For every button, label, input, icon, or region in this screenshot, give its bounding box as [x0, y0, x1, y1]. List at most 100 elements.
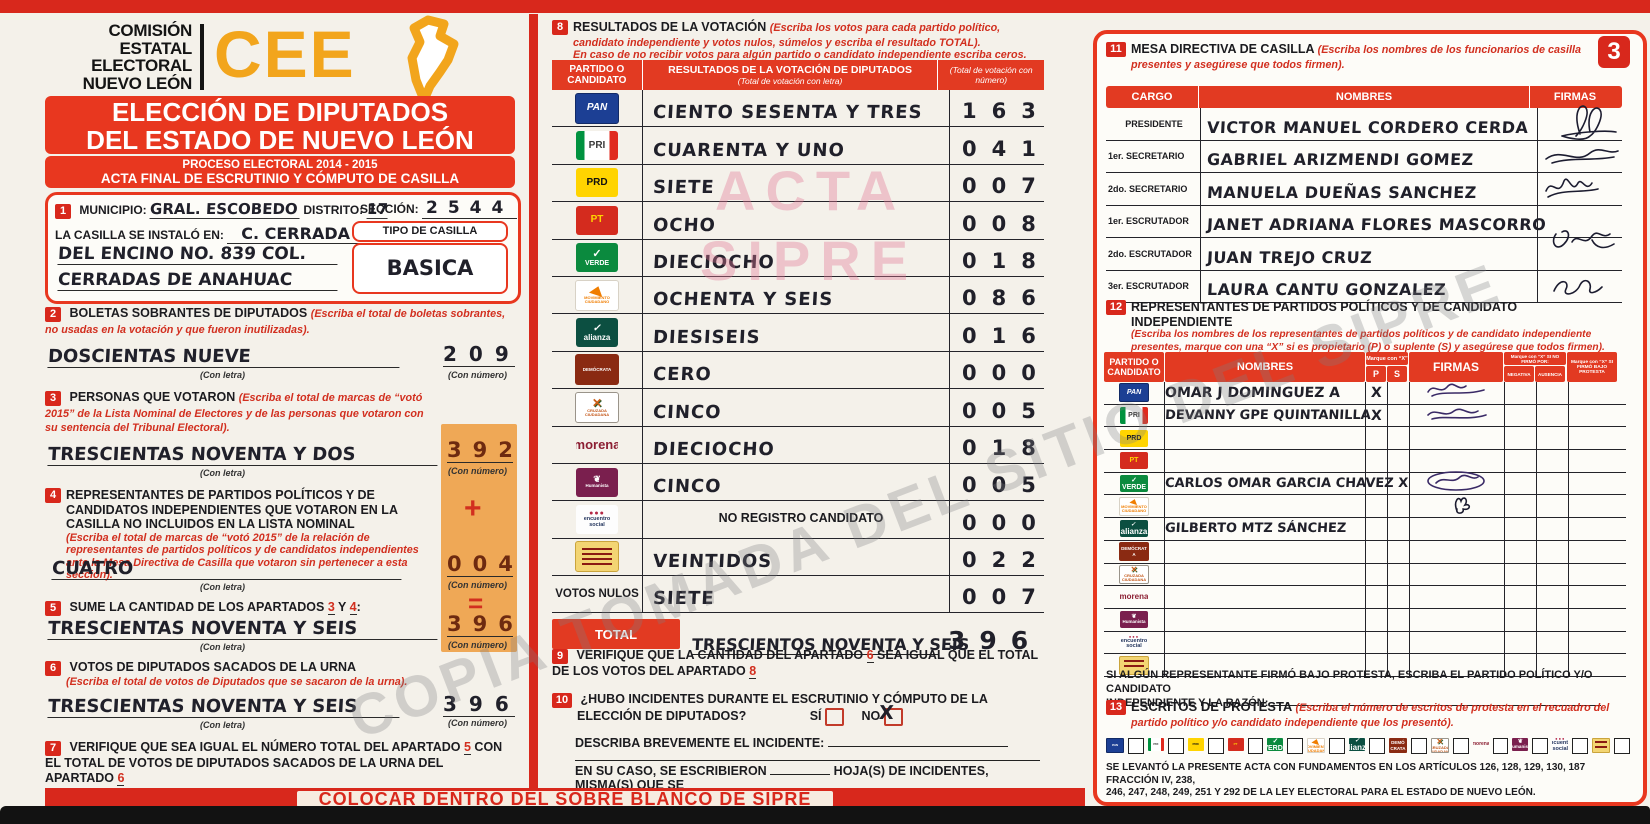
votes-letra: OCHENTA Y SEIS [652, 289, 834, 311]
nuevo-leon-shape-icon [407, 15, 459, 105]
table-row [1104, 654, 1626, 677]
section2-letra: DOSCIENTAS NUEVE [47, 346, 401, 368]
seccion-label: SECCIÓN: [360, 202, 419, 216]
section6-note: (Escriba el total de votos de Diputados … [66, 675, 408, 688]
col-firmas: FIRMAS [1433, 360, 1479, 374]
col-resultados: RESULTADOS DE LA VOTACIÓN DE DIPUTADOS [668, 64, 912, 76]
votes-letra: CINCO [652, 476, 723, 498]
section2-numero: 209 [443, 342, 521, 367]
encuentro-social-logo: encuentro social [576, 504, 618, 534]
casilla-value-3: CERRADAS DE ANAHUAC [57, 270, 339, 291]
col-s: S [1393, 369, 1400, 379]
prd-logo: PRD [1187, 738, 1204, 751]
section7-t1: VERIFIQUE QUE SEA IGUAL EL NÚMERO TOTAL … [69, 740, 461, 754]
funcionario-nombre: MANUELA DUEÑAS SANCHEZ [1206, 182, 1478, 202]
funcionario-nombre: VICTOR MANUEL CORDERO CERDA [1206, 117, 1529, 137]
votes-numero: 008 [962, 211, 1051, 236]
section8-title: RESULTADOS DE LA VOTACIÓN [573, 20, 767, 34]
org-name: COMISIÓN ESTATAL ELECTORAL NUEVO LEÓN [82, 21, 193, 93]
democrata-logo: DEMÓCRATA [1388, 738, 1407, 753]
cruzada-ciudadana-logo: CRUZADA CIUDADANA [575, 391, 619, 423]
section2-number: 2 [45, 306, 61, 322]
incidentes-q1: ¿HUBO INCIDENTES DURANTE EL ESCRUTINIO Y… [580, 692, 988, 706]
table-row: DEMÓCRATA [1104, 540, 1626, 564]
section13-title: ESCRITOS DE PROTESTA [1131, 699, 1292, 714]
legal-footer-line1: SE LEVANTÓ LA PRESENTE ACTA CON FUNDAMEN… [1106, 762, 1586, 786]
con-numero-caption: (Con número) [448, 718, 507, 728]
signature [1424, 470, 1490, 497]
section8-header: 8 RESULTADOS DE LA VOTACIÓN (Escriba los… [552, 20, 1047, 62]
no-x-mark: X [878, 702, 894, 724]
con-letra-caption: (Con letra) [200, 642, 245, 652]
funcionario-nombre: JANET ADRIANA FLORES MASCORRO [1206, 215, 1547, 234]
col-con-letra: (Total de votación con letra) [737, 76, 843, 86]
section5-t2: Y [338, 600, 347, 614]
equals-sign: = [468, 588, 484, 618]
section2-note: (Escriba el total de boletas sobrantes, … [45, 308, 506, 336]
independent-candidate-logo [575, 541, 619, 573]
protesta-line1: SI ALGÚN REPRESENTANTE FIRMÓ BAJO PROTES… [1106, 669, 1593, 695]
funcionario-nombre: LAURA CANTU GONZALEZ [1206, 280, 1447, 299]
votos-nulos-row: VOTOS NULOS SIETE 007 [552, 576, 1044, 614]
total-numero: 396 [948, 626, 1043, 656]
results-table: PARTIDO O CANDIDATO RESULTADOS DE LA VOT… [552, 60, 1044, 656]
section13-note: (Escriba el número de escritos de protes… [1131, 702, 1610, 729]
describa-line: DESCRIBA BREVEMENTE EL INCIDENTE: [575, 736, 1045, 751]
table-row: morena DIECIOCHO 018 [552, 426, 1044, 464]
morena-logo: morena [1120, 592, 1148, 602]
rep-nombre: OMAR J DOMINGUEZ A [1164, 384, 1341, 401]
anexo-t1: EN SU CASO, SE ESCRIBIERON [575, 764, 767, 778]
col-partido: PARTIDO O [569, 64, 625, 75]
casilla-value-1: C. CERRADA [227, 224, 364, 244]
election-title: ELECCIÓN DE DIPUTADOS DEL ESTADO DE NUEVO… [45, 96, 515, 154]
cruzada-ciudadana-logo: CRUZADA CIUDADANA [1430, 738, 1449, 753]
section5-number: 5 [45, 600, 61, 616]
ref-8: 8 [749, 664, 757, 679]
protesta-count-box [1614, 738, 1630, 754]
section9-number: 9 [552, 649, 568, 664]
votes-numero: 016 [962, 323, 1051, 348]
democrata-logo: DEMÓCRATA [1119, 542, 1149, 562]
section12-number: 12 [1106, 300, 1126, 315]
signature [1437, 493, 1477, 520]
section12-header: 12 REPRESENTANTES DE PARTIDOS POLÍTICOS … [1106, 300, 1621, 354]
pri-logo: PRI [576, 131, 618, 161]
section6-letra: TRESCIENTAS NOVENTA Y SEIS [47, 696, 401, 718]
si-label: SÍ [809, 709, 822, 724]
section11-number: 11 [1106, 42, 1126, 57]
section4-note: (Escriba el total de marcas de “votó 201… [66, 531, 419, 582]
legal-footer-line2: 246, 247, 248, 249, 251 Y 292 DE LA LEY … [1106, 787, 1536, 798]
results-table-header: PARTIDO O CANDIDATO RESULTADOS DE LA VOT… [552, 60, 1044, 90]
independent-candidate-logo [1119, 655, 1149, 675]
table-row: PRI DEVANNY GPE QUINTANILLA X [1104, 403, 1626, 428]
col-marque: Marque con “X” [1366, 355, 1408, 362]
section2-title: BOLETAS SOBRANTES DE DIPUTADOS [69, 306, 308, 320]
protesta-line2: INDEPENDIENTE Y LA RAZÓN: [1106, 697, 1269, 709]
pan-logo: PAN [1106, 738, 1124, 753]
tipo-casilla-label: TIPO DE CASILLA [352, 221, 508, 242]
votes-numero: 018 [962, 248, 1051, 273]
signature [1424, 403, 1490, 428]
votos-nulos-label: VOTOS NULOS [555, 588, 639, 601]
ref-6: 6 [117, 771, 125, 786]
section3-note: (Escriba el total de marcas de “votó 201… [45, 392, 424, 435]
protesta-count-box [1410, 738, 1427, 754]
votes-numero: 022 [962, 548, 1051, 573]
movimiento-ciudadano-logo: MOVIMIENTO CIUDADANO [575, 279, 619, 311]
casilla-line: LA CASILLA SE INSTALÓ EN: C. CERRADA [55, 224, 364, 244]
col-partido: PARTIDO O [1109, 357, 1159, 367]
pri-logo: PRI [1120, 407, 1148, 425]
no-registro-text: NO REGISTRO CANDIDATO [718, 510, 884, 525]
verde-logo: VERDE [1120, 475, 1148, 493]
protesta-note: SI ALGÚN REPRESENTANTE FIRMÓ BAJO PROTES… [1106, 668, 1626, 710]
nueva-alianza-logo: alianza [576, 318, 618, 348]
section9-title: 9 VERIFIQUE QUE LA CANTIDAD DEL APARTADO… [552, 648, 1044, 679]
table-row: PT OCHO 008 [552, 202, 1044, 240]
cargo-label: 2do. ESCRUTADOR [1108, 248, 1192, 259]
section3-letra: TRESCIENTAS NOVENTA Y DOS [47, 444, 439, 466]
ref-5: 5 [463, 740, 471, 755]
con-letra-caption: (Con letra) [200, 720, 245, 730]
municipio-value: GRAL. ESCOBEDO [149, 200, 301, 219]
table-row: 3er. ESCRUTADOR LAURA CANTU GONZALEZ [1106, 270, 1622, 303]
